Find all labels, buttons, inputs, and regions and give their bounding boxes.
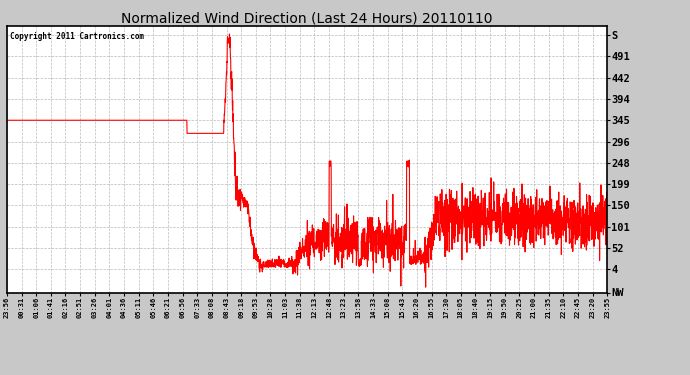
Title: Normalized Wind Direction (Last 24 Hours) 20110110: Normalized Wind Direction (Last 24 Hours… bbox=[121, 11, 493, 25]
Text: Copyright 2011 Cartronics.com: Copyright 2011 Cartronics.com bbox=[10, 32, 144, 40]
